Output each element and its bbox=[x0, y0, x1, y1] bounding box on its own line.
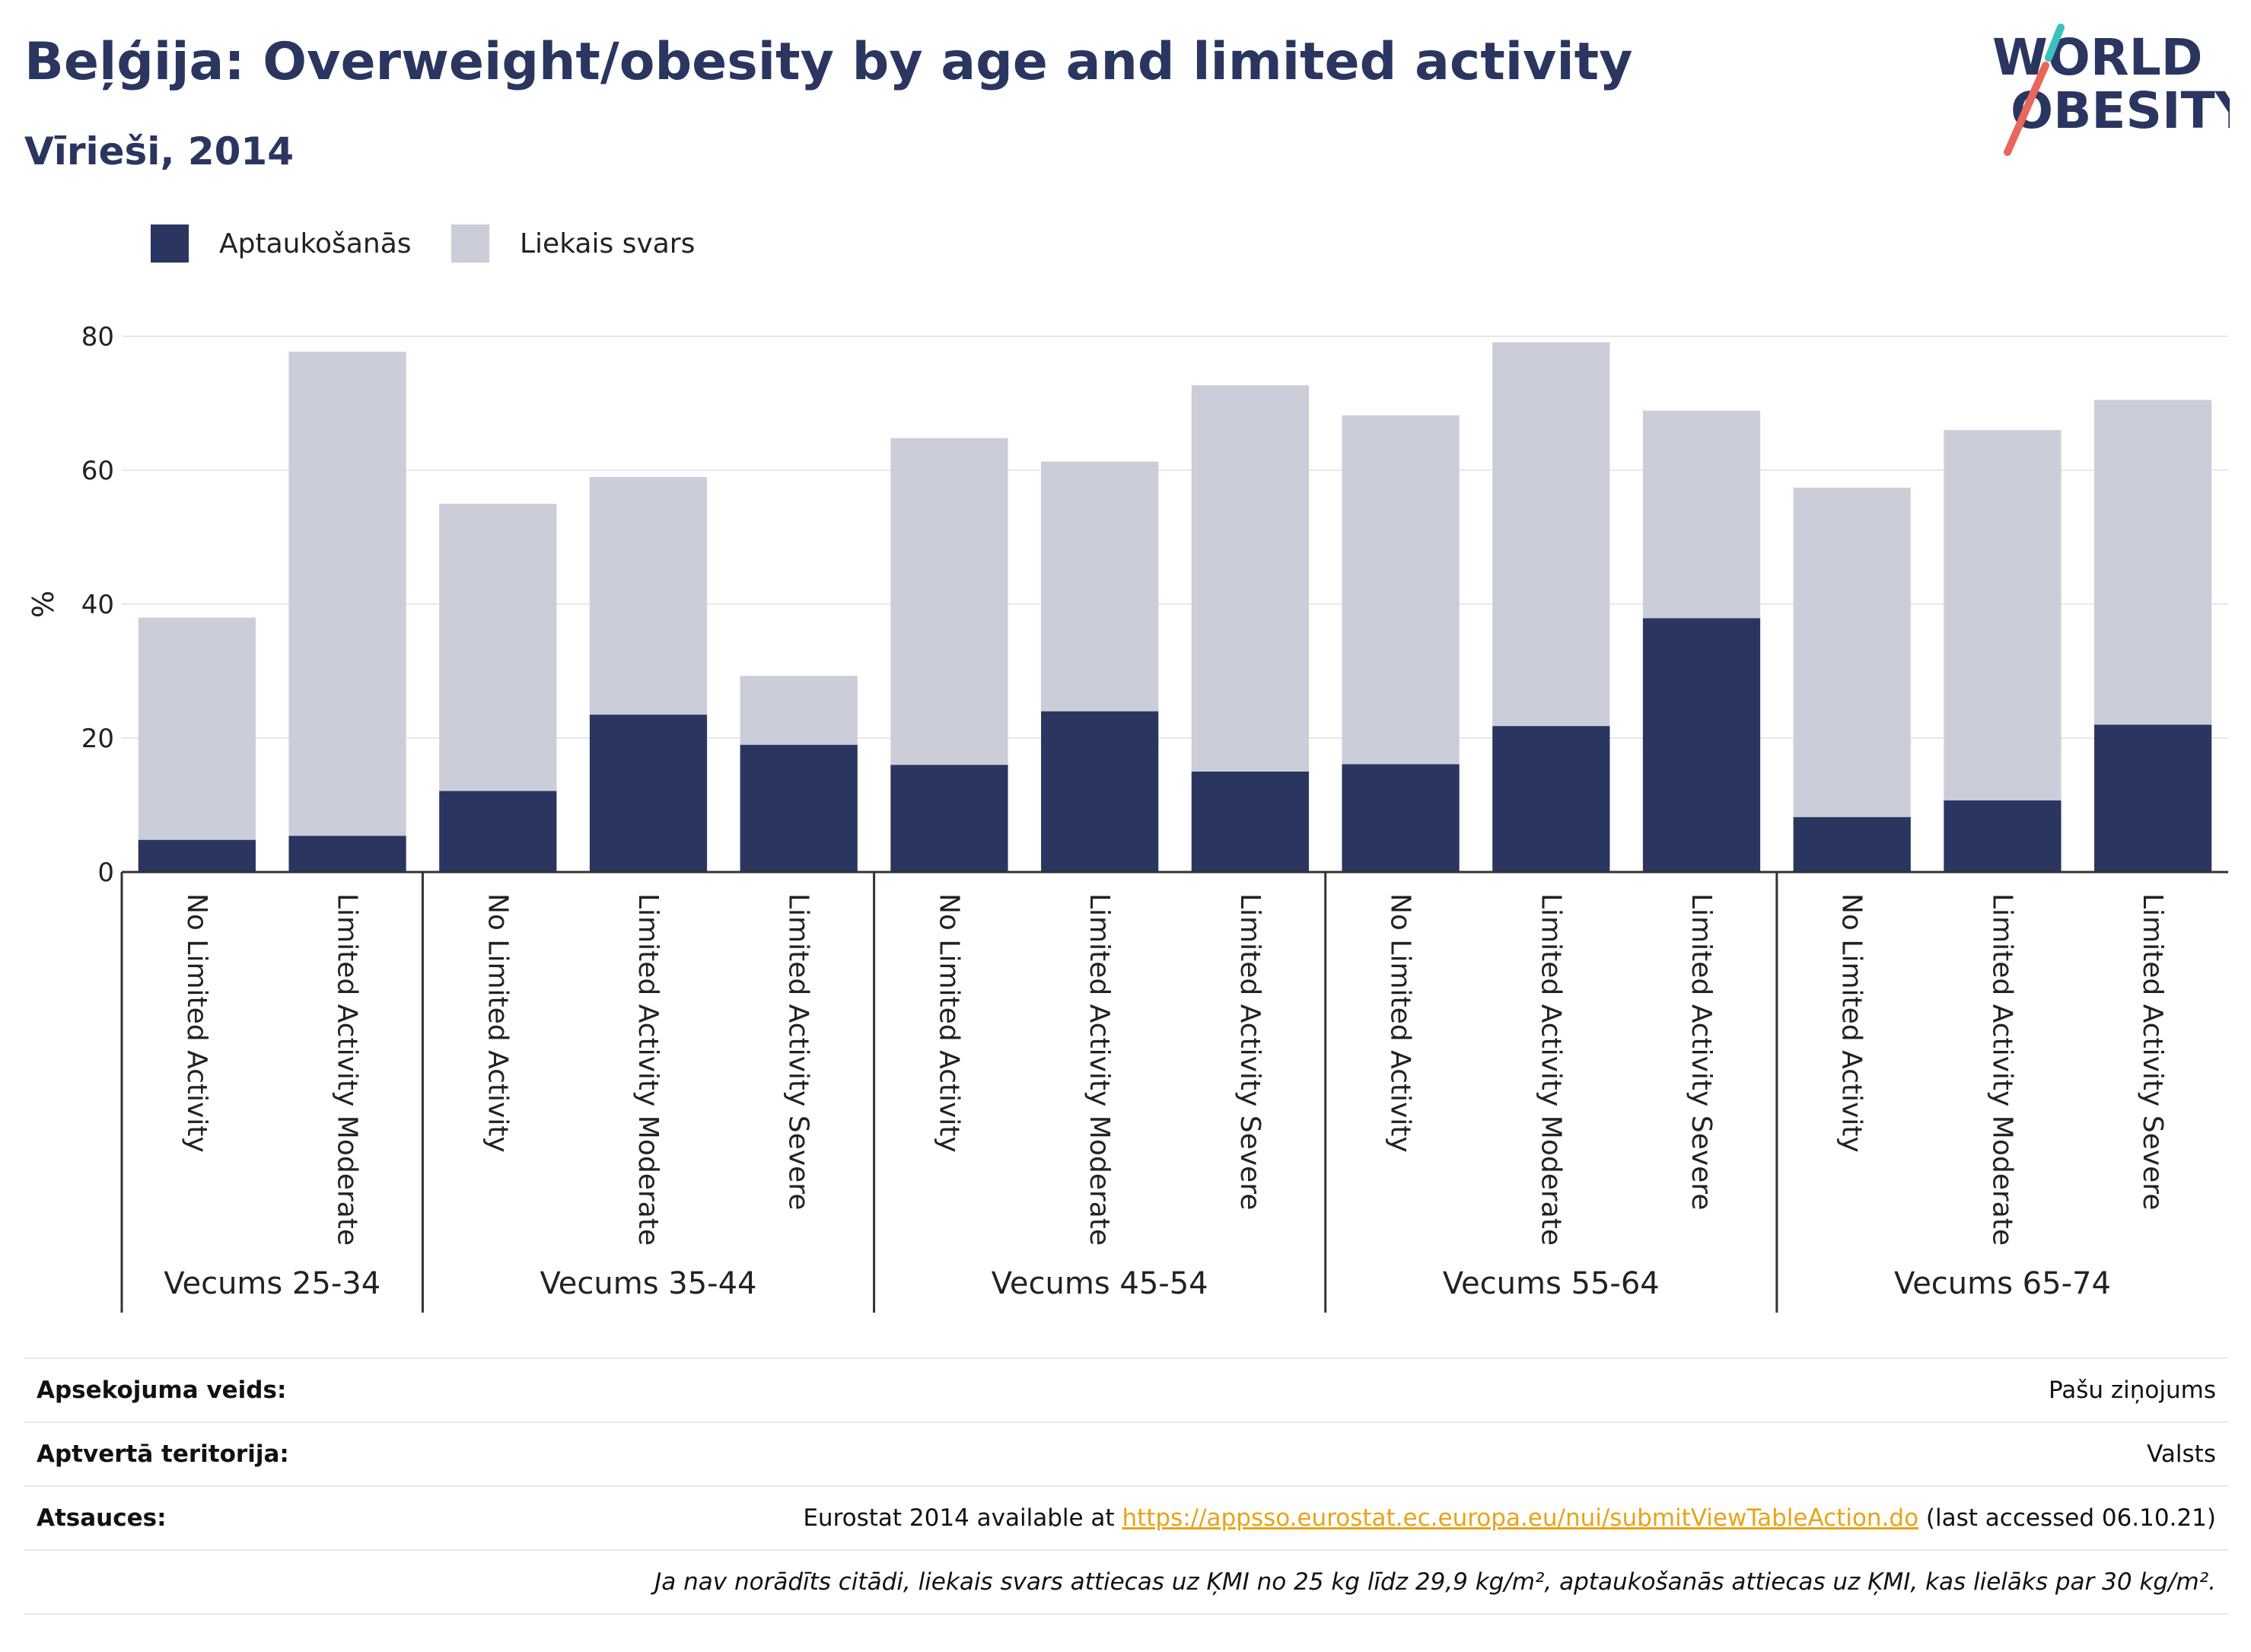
bar-overweight-2 bbox=[439, 504, 557, 791]
bar-overweight-0 bbox=[138, 617, 256, 840]
x-category-label-9: Limited Activity Moderate bbox=[1535, 893, 1566, 1246]
y-tick-label-40: 40 bbox=[81, 590, 114, 620]
legend-item-obesity: Aptaukošanās bbox=[151, 221, 412, 266]
x-category-label-8: No Limited Activity bbox=[1385, 893, 1416, 1153]
bar-overweight-3 bbox=[589, 476, 708, 715]
bar-obesity-12 bbox=[1944, 800, 2062, 872]
legend-swatch-overweight bbox=[451, 224, 489, 263]
survey-value: Pašu ziņojums bbox=[2048, 1377, 2216, 1404]
legend-swatch-obesity bbox=[151, 224, 189, 263]
coverage-label: Aptvertā teritorija: bbox=[37, 1440, 289, 1468]
x-category-label-5: No Limited Activity bbox=[933, 893, 964, 1153]
bar-overweight-5 bbox=[890, 438, 1008, 766]
bar-obesity-3 bbox=[589, 715, 708, 872]
logo-line2: OBESITY bbox=[2011, 81, 2230, 140]
bar-obesity-0 bbox=[138, 839, 256, 872]
references-prefix: Eurostat 2014 available at bbox=[803, 1504, 1122, 1532]
bar-overweight-9 bbox=[1492, 342, 1610, 727]
bar-obesity-5 bbox=[890, 765, 1008, 872]
legend-label-obesity: Aptaukošanās bbox=[219, 228, 412, 259]
bmi-note: Ja nav norādīts citādi, liekais svars at… bbox=[654, 1568, 2216, 1596]
group-label-4: Vecums 65-74 bbox=[1894, 1266, 2111, 1301]
x-category-label-0: No Limited Activity bbox=[181, 893, 212, 1153]
x-category-label-4: Limited Activity Severe bbox=[783, 893, 814, 1210]
logo-slash-red bbox=[2004, 62, 2049, 156]
logo-line1: WORLD bbox=[1992, 28, 2203, 87]
meta-row-survey: Apsekojuma veids: Pašu ziņojums bbox=[24, 1358, 2228, 1421]
chart-title: Beļģija: Overweight/obesity by age and l… bbox=[24, 32, 1633, 92]
x-category-label-7: Limited Activity Severe bbox=[1234, 893, 1266, 1210]
x-category-label-6: Limited Activity Moderate bbox=[1084, 893, 1115, 1246]
bar-obesity-6 bbox=[1041, 711, 1159, 872]
x-category-label-10: Limited Activity Severe bbox=[1686, 893, 1717, 1210]
meta-row-references: Atsauces: Eurostat 2014 available at htt… bbox=[24, 1485, 2228, 1549]
meta-row-note: Ja nav norādīts citādi, liekais svars at… bbox=[24, 1549, 2228, 1615]
bar-overweight-12 bbox=[1944, 430, 2062, 801]
bar-overweight-1 bbox=[288, 352, 406, 836]
coverage-value: Valsts bbox=[2147, 1440, 2216, 1468]
bar-overweight-11 bbox=[1793, 487, 1911, 817]
bar-obesity-7 bbox=[1191, 772, 1309, 872]
bar-obesity-1 bbox=[288, 836, 406, 872]
meta-row-coverage: Aptvertā teritorija: Valsts bbox=[24, 1421, 2228, 1485]
y-tick-label-80: 80 bbox=[81, 322, 114, 352]
y-tick-label-0: 0 bbox=[97, 858, 114, 888]
references-label: Atsauces: bbox=[37, 1504, 167, 1532]
y-tick-label-60: 60 bbox=[81, 456, 114, 486]
bar-overweight-8 bbox=[1342, 415, 1460, 765]
bar-obesity-8 bbox=[1342, 764, 1460, 872]
group-label-2: Vecums 45-54 bbox=[992, 1266, 1208, 1301]
y-axis-label: % bbox=[27, 590, 60, 618]
bar-obesity-13 bbox=[2094, 724, 2212, 872]
x-category-label-11: No Limited Activity bbox=[1836, 893, 1867, 1153]
legend-item-overweight: Liekais svars bbox=[451, 221, 695, 266]
bar-overweight-10 bbox=[1642, 410, 1761, 619]
references-link[interactable]: https://appsso.eurostat.ec.europa.eu/nui… bbox=[1122, 1504, 1919, 1532]
survey-label: Apsekojuma veids: bbox=[37, 1377, 287, 1404]
bar-overweight-7 bbox=[1191, 385, 1309, 772]
group-label-0: Vecums 25-34 bbox=[164, 1266, 380, 1301]
bar-overweight-6 bbox=[1041, 461, 1159, 711]
bar-obesity-11 bbox=[1793, 816, 1911, 872]
stacked-bar-chart: 0 20 40 60 80% No Limited Activity Limited Act… bbox=[27, 322, 2228, 1313]
group-label-1: Vecums 35-44 bbox=[540, 1266, 757, 1301]
world-obesity-logo: WORLD OBESITY bbox=[1992, 24, 2230, 156]
y-tick-label-20: 20 bbox=[81, 724, 114, 754]
x-category-label-3: Limited Activity Moderate bbox=[632, 893, 664, 1246]
bar-obesity-10 bbox=[1642, 618, 1761, 872]
group-label-3: Vecums 55-64 bbox=[1443, 1266, 1660, 1301]
bar-overweight-13 bbox=[2094, 399, 2212, 725]
bar-obesity-9 bbox=[1492, 726, 1610, 872]
references-value: Eurostat 2014 available at https://appss… bbox=[803, 1487, 2216, 1549]
x-category-label-2: No Limited Activity bbox=[482, 893, 513, 1153]
bar-obesity-4 bbox=[740, 744, 858, 872]
metadata-table: Apsekojuma veids: Pašu ziņojums Aptvertā… bbox=[24, 1358, 2228, 1615]
x-category-label-1: Limited Activity Moderate bbox=[332, 893, 363, 1246]
references-suffix: (last accessed 06.10.21) bbox=[1918, 1504, 2216, 1532]
legend-label-overweight: Liekais svars bbox=[520, 228, 696, 259]
logo-slash-teal bbox=[2045, 24, 2065, 62]
x-category-label-12: Limited Activity Moderate bbox=[1986, 893, 2017, 1246]
bar-obesity-2 bbox=[439, 791, 557, 872]
chart-subtitle: Vīrieši, 2014 bbox=[24, 129, 295, 173]
bar-overweight-4 bbox=[740, 676, 858, 745]
x-category-label-13: Limited Activity Severe bbox=[2137, 893, 2168, 1210]
